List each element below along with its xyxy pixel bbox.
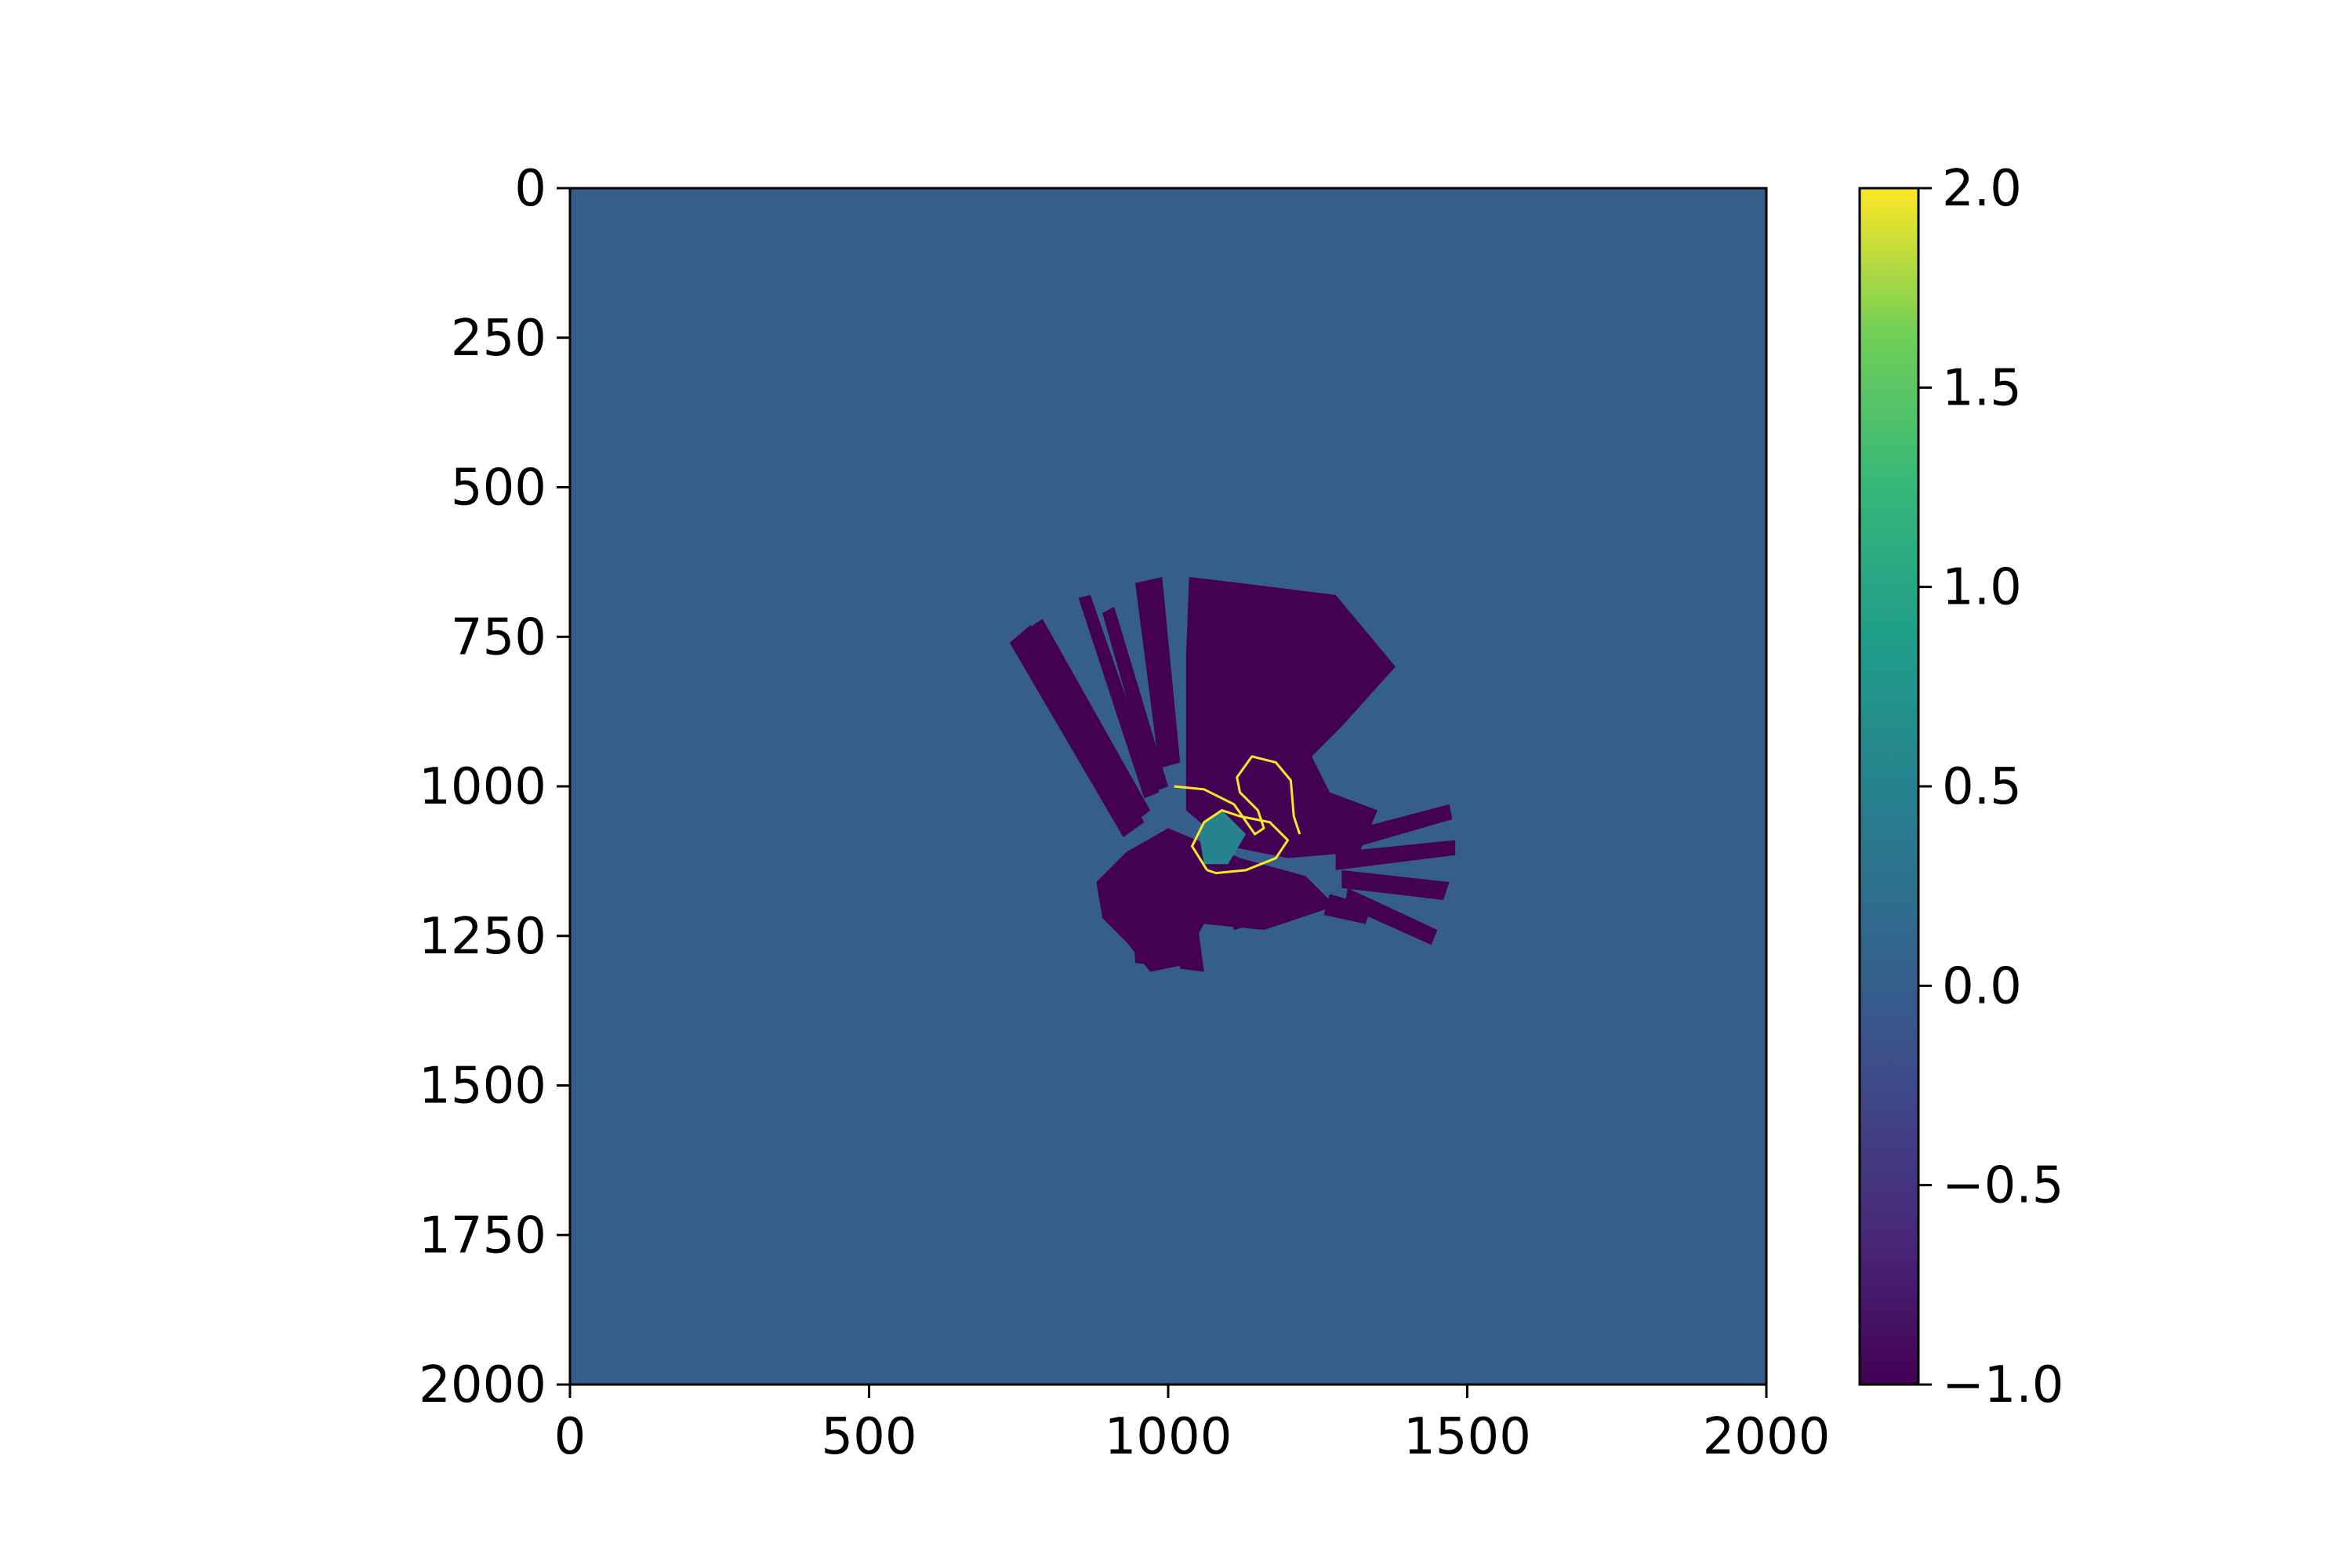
heatmap-path-trajectory-loop — [1191, 809, 1290, 875]
y-tick-label: 1750 — [419, 1207, 546, 1265]
colorbar-tick-label: 1.0 — [1942, 559, 2022, 617]
colorbar-tick-label: 0.5 — [1942, 758, 2022, 816]
x-tick-label: 2000 — [1703, 1408, 1831, 1466]
y-tick-label: 1000 — [419, 758, 546, 816]
heatmap-path-trajectory-outer — [1174, 755, 1301, 836]
colorbar-tick-label: −0.5 — [1942, 1157, 2063, 1215]
colorbar: 2.0 1.5 1.0 0.5 0.0 −0.5 −1.0 — [1858, 160, 2063, 1414]
colorbar-tick-label: 2.0 — [1942, 160, 2022, 218]
heatmap-region-ray-nw-1 — [1009, 624, 1145, 837]
x-tick-label: 1000 — [1105, 1408, 1232, 1466]
y-tick-label: 750 — [451, 608, 546, 666]
y-tick-label: 1500 — [419, 1058, 546, 1116]
heatmap-region-spoke-s-2 — [1132, 917, 1163, 966]
y-tick-label: 500 — [451, 459, 546, 517]
y-tick-label: 1250 — [419, 908, 546, 966]
heatmap-region-spoke-s-1 — [1174, 924, 1204, 972]
colorbar-tick-label: 0.0 — [1942, 957, 2022, 1015]
heatmap-region-spoke-e-1 — [1335, 804, 1453, 852]
heatmap-region-ray-nw-2 — [1024, 619, 1151, 822]
colorbar-gradient — [1860, 188, 1918, 1385]
heatmap-region-spoke-e-2 — [1335, 840, 1456, 870]
y-tick-label: 250 — [451, 310, 546, 368]
colorbar-tick-label: −1.0 — [1942, 1356, 2063, 1414]
colorbar-tick-label: 1.5 — [1942, 359, 2022, 417]
x-tick-label: 500 — [821, 1408, 916, 1466]
heatmap-region-spoke-e-5 — [1323, 894, 1372, 924]
heatmap-region-ray-n-1 — [1135, 576, 1181, 769]
plot-area — [570, 188, 1766, 1385]
heatmap-region-spoke-se-1 — [1228, 894, 1298, 931]
x-tick-label: 0 — [554, 1408, 586, 1466]
heatmap-region-ray-nw-4 — [1102, 607, 1168, 793]
heatmap-region-ray-nw-3 — [1078, 594, 1160, 799]
axes: 0 500 1000 1500 2000025050075010001250150017… — [419, 160, 1830, 1466]
y-tick-label: 2000 — [419, 1356, 546, 1414]
heatmap-region-spoke-e-4 — [1345, 887, 1438, 946]
heatmap-region-spoke-e-3 — [1341, 869, 1450, 900]
x-tick-label: 1500 — [1403, 1408, 1531, 1466]
y-tick-label: 0 — [514, 160, 546, 218]
heatmap-region-inner-patch — [1198, 810, 1247, 865]
